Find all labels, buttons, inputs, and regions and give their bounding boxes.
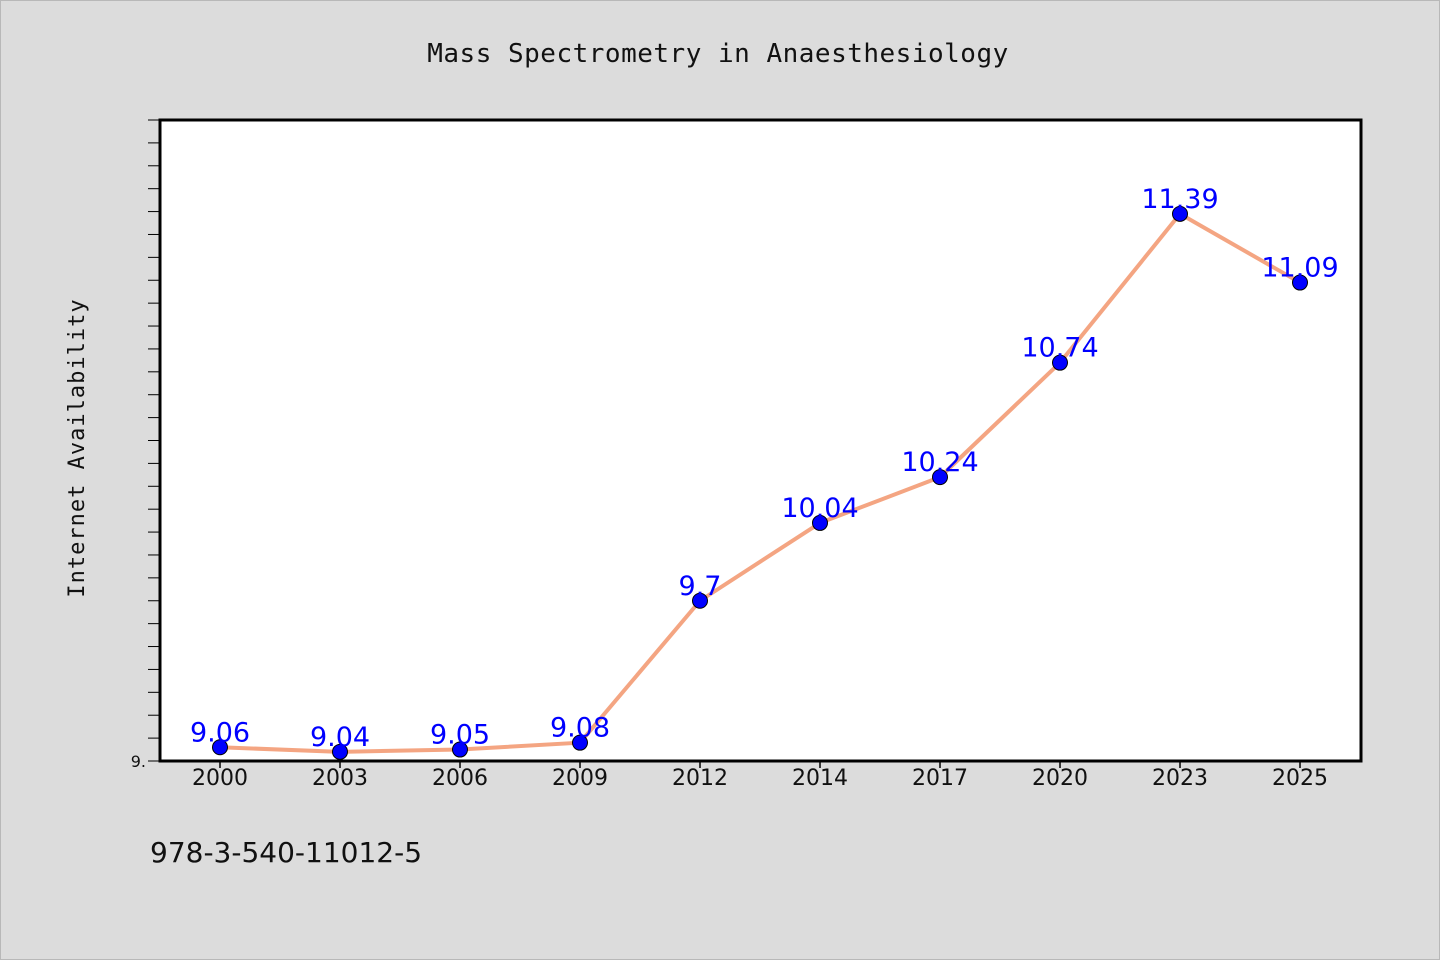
x-tick-label: 2012 bbox=[672, 766, 728, 791]
x-tick-label: 2003 bbox=[312, 766, 368, 791]
data-label: 9.04 bbox=[310, 722, 370, 753]
data-label: 9.05 bbox=[430, 720, 490, 751]
x-tick-label: 2017 bbox=[912, 766, 968, 791]
data-label: 9.06 bbox=[190, 717, 250, 748]
data-label: 11.09 bbox=[1261, 253, 1338, 284]
data-label: 10.74 bbox=[1021, 333, 1098, 364]
data-point bbox=[1292, 274, 1308, 291]
data-point bbox=[572, 734, 588, 751]
data-label: 10.24 bbox=[901, 447, 978, 478]
series-group: 9.06 9.04 9.05 9.08 9.7 10.04 10.24 10.74 11.39 1… bbox=[190, 184, 1339, 760]
data-label: 11.39 bbox=[1141, 184, 1218, 215]
x-tick-label: 2009 bbox=[552, 766, 608, 791]
series-line bbox=[219, 211, 1301, 754]
x-axis-ticks: 2000 2003 2006 2009 2012 2014 2017 2020 2023 2025 bbox=[192, 761, 1328, 791]
plot-area bbox=[158, 118, 1363, 763]
data-label: 9.08 bbox=[550, 713, 610, 744]
data-point bbox=[452, 741, 468, 758]
data-point bbox=[812, 514, 828, 531]
isbn-footnote: 978-3-540-11012-5 bbox=[150, 836, 422, 869]
y-axis-label: Internet Availability bbox=[65, 298, 90, 597]
x-tick-label: 2014 bbox=[792, 766, 848, 791]
data-point bbox=[932, 469, 948, 486]
data-label: 10.04 bbox=[781, 493, 858, 524]
data-point bbox=[332, 743, 348, 760]
x-tick-label: 2025 bbox=[1272, 766, 1328, 791]
data-point bbox=[692, 592, 708, 609]
y-axis-ticks: 9. bbox=[131, 119, 160, 771]
x-tick-label: 2023 bbox=[1152, 766, 1208, 791]
data-point bbox=[212, 739, 228, 756]
data-point bbox=[1172, 205, 1188, 222]
x-tick-label: 2006 bbox=[432, 766, 488, 791]
data-point bbox=[1052, 354, 1068, 371]
chart-title: Mass Spectrometry in Anaesthesiology bbox=[427, 39, 1009, 69]
x-tick-label: 2020 bbox=[1032, 766, 1088, 791]
y-tick-label: 9. bbox=[131, 752, 146, 771]
data-label: 9.7 bbox=[679, 571, 722, 602]
x-tick-label: 2000 bbox=[192, 766, 248, 791]
